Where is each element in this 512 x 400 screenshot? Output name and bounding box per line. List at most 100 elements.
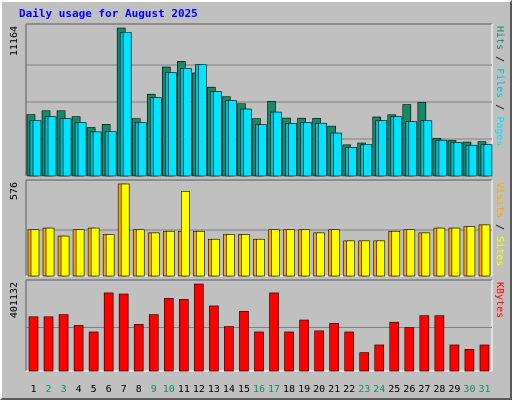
day-19-bars: [299, 319, 309, 372]
day-15-bars: [239, 311, 249, 372]
bar-pages: [62, 118, 72, 177]
x-tick-label: 13: [208, 384, 220, 395]
day-18-bars: [283, 229, 295, 277]
legend-separator: /: [494, 98, 505, 116]
bar-pages: [288, 123, 297, 177]
x-tick-label: 2: [46, 384, 52, 395]
day-2-bars: [41, 110, 57, 177]
bar-kbytes: [479, 344, 490, 372]
day-13-bars: [209, 305, 219, 372]
y-max-label: 11164: [9, 26, 20, 56]
day-10-bars: [163, 298, 174, 372]
x-tick-label: 19: [298, 384, 310, 395]
x-tick-label: 7: [121, 384, 127, 395]
day-28-bars: [432, 138, 448, 177]
bar-sites: [120, 183, 130, 277]
day-23-bars: [357, 142, 373, 177]
bar-kbytes: [404, 327, 415, 372]
day-7-bars: [117, 183, 130, 277]
day-6-bars: [102, 234, 115, 277]
x-tick-label: 17: [268, 384, 280, 395]
day-22-bars: [343, 240, 355, 277]
day-18-bars: [284, 331, 294, 372]
day-20-bars: [312, 118, 327, 177]
x-tick-label: 28: [433, 384, 445, 395]
day-10-bars: [162, 230, 175, 277]
day-30-bars: [463, 226, 476, 277]
legend-kbytes: KBytes: [494, 282, 505, 318]
day-9-bars: [146, 93, 162, 177]
x-tick-label: 24: [373, 384, 385, 395]
bar-pages: [453, 142, 463, 177]
bar-pages: [107, 131, 117, 177]
day-22-bars: [344, 331, 354, 372]
bar-sites: [211, 238, 220, 277]
bar-sites: [60, 235, 70, 277]
x-tick-label: 15: [238, 384, 250, 395]
bar-kbytes: [163, 298, 174, 372]
day-10-bars: [161, 66, 177, 177]
bar-pages: [363, 144, 373, 177]
x-tick-label: 6: [106, 384, 112, 395]
day-7-bars: [118, 293, 129, 372]
day-11-bars: [178, 191, 190, 277]
day-4-bars: [71, 116, 87, 177]
bar-pages: [408, 121, 418, 177]
day-17-bars: [268, 229, 280, 277]
legend-separator: /: [494, 50, 505, 68]
bar-kbytes: [209, 305, 219, 372]
bar-kbytes: [254, 331, 264, 372]
day-2-bars: [42, 227, 55, 277]
day-15-bars: [237, 103, 252, 177]
x-tick-label: 27: [418, 384, 430, 395]
bar-kbytes: [329, 322, 339, 372]
bar-pages: [303, 122, 312, 177]
x-tick-label: 25: [388, 384, 400, 395]
legend-separator: /: [494, 218, 505, 236]
bar-kbytes: [179, 299, 189, 372]
bar-sites: [301, 229, 310, 277]
bar-kbytes: [359, 352, 370, 372]
day-6-bars: [101, 123, 117, 177]
day-26-bars: [402, 104, 418, 177]
day-5-bars: [87, 227, 100, 277]
bar-sites: [391, 230, 401, 277]
bar-sites: [165, 230, 175, 277]
x-tick-label: 14: [223, 384, 235, 395]
day-3-bars: [57, 235, 70, 277]
day-27-bars: [418, 232, 431, 277]
bar-sites: [406, 229, 416, 277]
bar-sites: [316, 232, 325, 277]
day-31-bars: [478, 224, 491, 277]
bar-sites: [45, 227, 55, 277]
day-16-bars: [254, 331, 264, 372]
bar-pages: [167, 72, 177, 177]
bar-pages: [243, 108, 252, 177]
bar-pages: [32, 120, 42, 177]
bar-kbytes: [419, 315, 430, 372]
day-17-bars: [269, 292, 279, 372]
bar-sites: [226, 234, 235, 277]
bar-pages: [438, 139, 448, 177]
bar-kbytes: [103, 292, 114, 372]
bar-kbytes: [28, 316, 39, 372]
bar-sites: [436, 227, 446, 277]
day-2-bars: [43, 316, 54, 372]
bar-pages: [333, 132, 342, 177]
bar-kbytes: [434, 315, 445, 372]
bar-kbytes: [43, 316, 54, 372]
bar-kbytes: [284, 331, 294, 372]
day-8-bars: [132, 229, 145, 277]
bar-pages: [77, 122, 87, 177]
bar-kbytes: [88, 331, 99, 372]
day-5-bars: [86, 127, 102, 177]
bar-sites: [331, 229, 340, 277]
day-29-bars: [449, 344, 460, 372]
day-12-bars: [194, 283, 204, 372]
bar-sites: [361, 240, 371, 277]
legend-sites: Sites: [494, 236, 505, 266]
x-tick-label: 1: [31, 384, 37, 395]
right-axis-legend: Visits / Sites: [494, 182, 505, 266]
bar-sites: [90, 227, 100, 277]
